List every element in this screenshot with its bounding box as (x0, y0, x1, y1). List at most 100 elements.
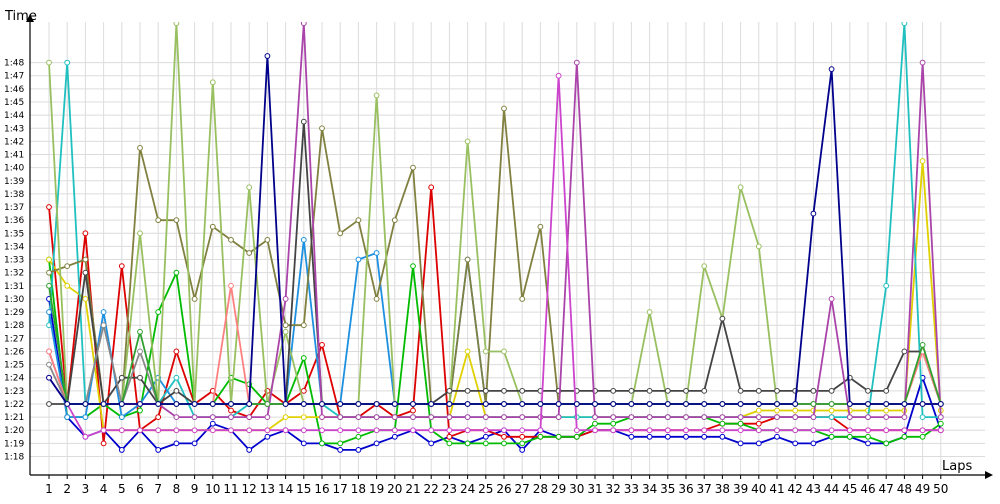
data-point (573, 59, 580, 66)
data-point (264, 401, 271, 407)
series-line (48, 22, 941, 405)
data-point (100, 427, 107, 434)
data-point (446, 427, 453, 434)
data-point (865, 387, 871, 394)
data-point (209, 223, 216, 230)
data-point (373, 427, 380, 434)
data-point (810, 401, 817, 407)
data-point (391, 433, 398, 440)
data-point (719, 401, 726, 407)
data-point (355, 256, 362, 263)
data-point (246, 414, 253, 421)
data-point (373, 414, 380, 421)
x-tick-label: 40 (751, 482, 766, 496)
data-point (300, 401, 307, 407)
data-point (573, 433, 580, 440)
data-point (555, 72, 562, 79)
series-line (48, 55, 941, 405)
data-point (737, 387, 744, 394)
data-point (646, 387, 653, 394)
data-point (173, 387, 180, 394)
data-point (537, 223, 544, 230)
data-point (883, 282, 890, 289)
data-point (737, 427, 744, 434)
data-point (846, 433, 853, 440)
data-point (137, 145, 143, 151)
data-point (246, 184, 253, 191)
data-point (264, 53, 271, 59)
series-10 (46, 22, 944, 421)
data-point (209, 79, 216, 86)
data-point (774, 387, 780, 394)
data-point (883, 427, 890, 434)
data-point (755, 440, 762, 447)
data-point (501, 105, 507, 112)
series-15 (46, 53, 944, 407)
data-point (901, 414, 908, 421)
data-point (482, 387, 489, 394)
x-tick-label: 20 (387, 482, 402, 496)
data-point (82, 230, 89, 237)
data-point (573, 427, 580, 434)
data-point (537, 401, 544, 407)
data-point (519, 401, 526, 407)
x-tick-label: 9 (191, 482, 199, 496)
data-point (300, 22, 307, 27)
data-point (664, 414, 671, 421)
data-point (919, 401, 926, 407)
x-axis-title: Laps (942, 459, 972, 474)
data-point (883, 414, 890, 421)
data-point (501, 387, 507, 394)
data-point (155, 401, 162, 407)
data-point (664, 433, 671, 440)
data-point (64, 59, 71, 66)
x-tick-label: 18 (351, 482, 366, 496)
data-point (173, 348, 180, 355)
data-point (792, 427, 799, 434)
data-point (846, 427, 853, 434)
data-point (628, 414, 635, 421)
data-point (501, 401, 507, 407)
data-point (100, 309, 107, 315)
data-point (610, 387, 617, 394)
data-point (228, 282, 234, 289)
data-point (64, 263, 71, 270)
x-tick-label: 22 (424, 482, 439, 496)
data-point (428, 401, 435, 407)
data-point (137, 427, 143, 434)
y-tick-label: 1:22 (4, 400, 24, 410)
x-tick-label: 19 (369, 482, 384, 496)
data-point (719, 433, 726, 440)
data-point (755, 243, 762, 250)
data-point (664, 387, 671, 394)
data-point (664, 427, 671, 434)
data-point (228, 427, 234, 434)
data-point (828, 427, 835, 434)
data-point (828, 387, 835, 394)
x-tick-label: 3 (82, 482, 90, 496)
x-tick-label: 43 (806, 482, 821, 496)
data-point (410, 263, 416, 270)
y-tick-label: 1:45 (4, 98, 24, 108)
data-point (46, 401, 52, 407)
data-point (501, 433, 507, 440)
x-tick-label: 16 (314, 482, 329, 496)
data-point (264, 427, 271, 434)
data-point (901, 433, 908, 440)
x-tick-label: 27 (515, 482, 530, 496)
y-tick-label: 1:33 (4, 256, 24, 266)
data-point (701, 433, 708, 440)
series-1 (46, 296, 944, 453)
data-point (719, 420, 726, 427)
data-point (555, 414, 562, 421)
data-point (282, 427, 289, 434)
y-tick-label: 1:44 (4, 111, 24, 121)
data-point (555, 433, 562, 440)
data-point (719, 414, 726, 421)
data-point (919, 158, 926, 164)
data-point (446, 433, 453, 440)
data-point (828, 414, 835, 421)
data-point (118, 447, 125, 453)
data-point (592, 401, 598, 407)
data-point (410, 414, 416, 421)
